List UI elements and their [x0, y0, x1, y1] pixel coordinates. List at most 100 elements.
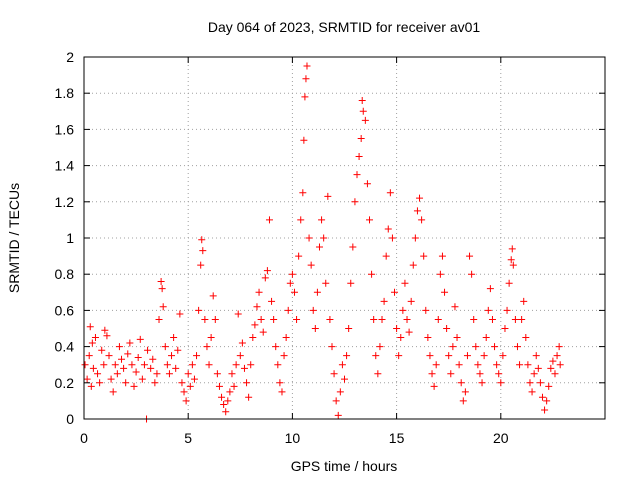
data-point	[184, 370, 192, 378]
ticks-layer: 0 5 10 15 20 0 0.2 0.4 0.6 0.8 1 1.2 1.4 1.6 1.8 2	[55, 49, 605, 446]
data-point	[263, 267, 271, 275]
data-point	[509, 261, 517, 269]
data-point	[370, 315, 378, 323]
data-point	[443, 325, 451, 332]
data-point	[538, 393, 546, 401]
data-point	[455, 361, 463, 369]
data-point	[545, 382, 553, 390]
data-point	[207, 334, 215, 342]
data-point	[518, 315, 526, 323]
data-point	[493, 361, 501, 369]
y-tick-label: 0.6	[55, 302, 75, 318]
data-point	[87, 382, 95, 390]
data-point	[349, 243, 357, 251]
data-point	[503, 306, 511, 314]
data-point	[330, 370, 338, 378]
data-point	[81, 361, 89, 369]
data-point	[361, 116, 369, 124]
data-point	[480, 352, 488, 360]
data-point	[501, 325, 509, 332]
data-point	[478, 379, 486, 387]
data-point	[486, 285, 494, 293]
data-point	[447, 370, 455, 378]
data-point	[513, 343, 521, 351]
data-point	[351, 198, 359, 206]
data-point	[411, 234, 419, 242]
data-point	[268, 297, 276, 305]
data-point	[176, 310, 184, 318]
data-point	[163, 361, 171, 369]
data-point	[280, 352, 288, 360]
y-tick-label: 1.8	[55, 85, 75, 101]
data-point	[136, 335, 144, 343]
data-point	[424, 334, 432, 342]
y-tick-label: 1	[66, 230, 74, 246]
data-point	[158, 285, 166, 293]
data-point	[530, 370, 538, 378]
data-point	[309, 306, 317, 314]
data-point	[357, 134, 365, 142]
data-point	[315, 243, 323, 251]
data-point	[211, 315, 219, 323]
x-tick-label: 10	[285, 430, 301, 446]
data-point	[120, 364, 128, 372]
data-point	[218, 393, 226, 401]
data-point	[128, 361, 136, 369]
data-point	[363, 180, 371, 188]
data-point	[151, 379, 159, 387]
data-point	[300, 136, 308, 144]
data-point	[182, 397, 190, 405]
data-point	[403, 315, 411, 323]
data-point	[384, 225, 392, 233]
data-point	[468, 270, 476, 278]
data-point	[436, 270, 444, 278]
data-point	[547, 364, 555, 372]
data-point	[295, 252, 303, 260]
data-point	[374, 370, 382, 378]
data-point	[132, 368, 140, 376]
y-tick-label: 1.4	[55, 158, 75, 174]
data-point	[247, 361, 255, 369]
y-tick-label: 0.4	[55, 339, 75, 355]
data-point	[243, 379, 251, 387]
data-point	[188, 361, 196, 369]
data-point	[168, 352, 176, 360]
data-point	[144, 346, 152, 354]
data-point	[420, 252, 428, 260]
data-point	[507, 256, 515, 264]
x-tick-label: 20	[493, 430, 509, 446]
data-point	[499, 352, 507, 360]
data-point	[134, 353, 142, 361]
data-point	[282, 334, 290, 342]
data-point	[157, 277, 165, 285]
data-point	[170, 334, 178, 342]
data-point	[305, 234, 313, 242]
data-point	[326, 315, 334, 323]
data-point	[159, 303, 167, 311]
data-point	[113, 370, 121, 378]
data-point	[105, 352, 113, 360]
data-point	[553, 352, 561, 360]
data-point	[270, 315, 278, 323]
data-point	[257, 315, 265, 323]
data-point	[155, 315, 163, 323]
data-point	[91, 334, 99, 342]
data-point	[261, 274, 269, 282]
data-point	[380, 297, 388, 305]
data-point	[482, 334, 490, 342]
data-point	[274, 361, 282, 369]
data-point	[293, 315, 301, 323]
data-point	[397, 334, 405, 342]
data-point	[138, 375, 146, 383]
data-point	[297, 216, 305, 224]
data-point	[445, 352, 453, 360]
data-point	[516, 361, 524, 369]
data-point	[98, 346, 106, 354]
data-point	[541, 406, 549, 414]
data-point	[338, 361, 346, 369]
data-point	[520, 297, 528, 305]
data-point	[395, 352, 403, 360]
data-point	[416, 194, 424, 202]
data-point	[536, 379, 544, 387]
